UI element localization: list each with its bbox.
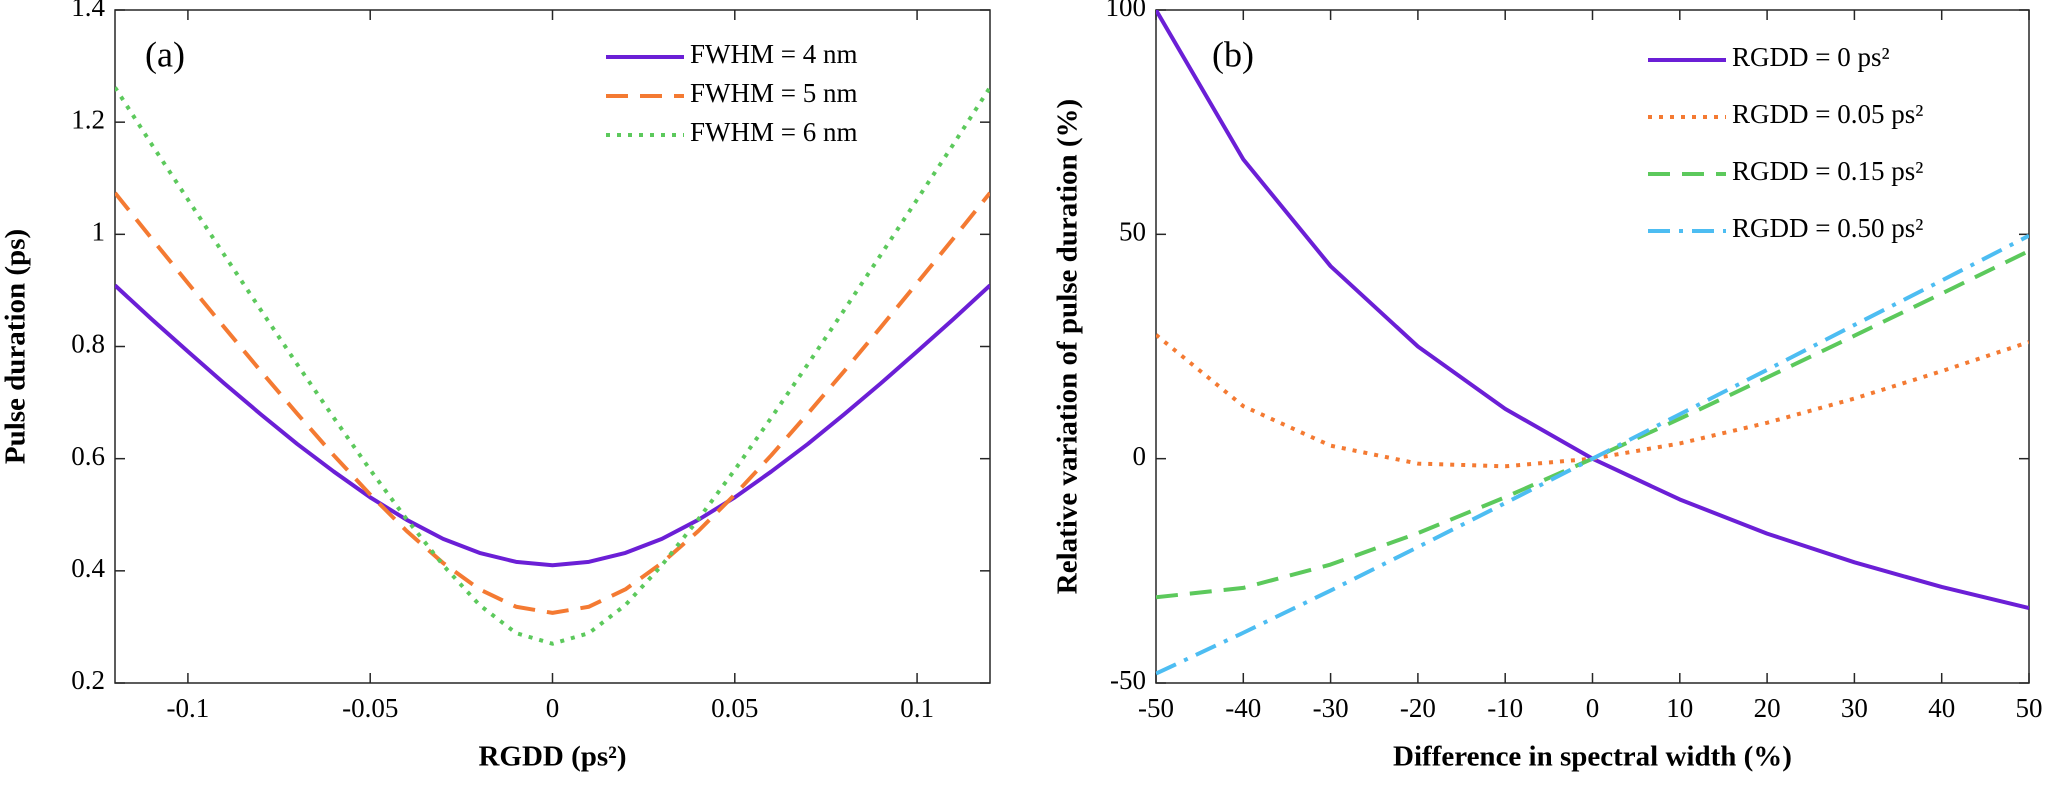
chart-panel: -0.1 -0.05 0 0.05 0.1 0.2 0.4 0.6 0.8 1 1.2 1.4 FWHM… bbox=[0, 0, 991, 773]
panel-label: (b) bbox=[1212, 34, 1254, 74]
x-axis-label: RGDD (ps²) bbox=[478, 741, 626, 773]
x-tick-label: -0.1 bbox=[167, 693, 210, 723]
legend: FWHM = 4 nm FWHM = 5 nm FWHM = 6 nm bbox=[606, 39, 857, 147]
y-tick-label: 0.8 bbox=[71, 329, 105, 359]
x-tick-label: -40 bbox=[1225, 693, 1261, 723]
legend: RGDD = 0 ps² RGDD = 0.05 ps² RGDD = 0.15 p… bbox=[1648, 42, 1923, 243]
legend-label: FWHM = 4 nm bbox=[690, 39, 857, 69]
y-tick-label: 1.2 bbox=[71, 104, 105, 134]
lines bbox=[115, 86, 990, 646]
y-tick-label: 1 bbox=[92, 217, 106, 247]
x-axis-label: Difference in spectral width (%) bbox=[1393, 741, 1792, 773]
panel-label: (a) bbox=[145, 34, 185, 74]
x-tick-label: 10 bbox=[1666, 693, 1693, 723]
y-axis-label: Pulse duration (ps) bbox=[0, 229, 32, 464]
y-tick-label: 0.2 bbox=[71, 665, 105, 695]
lines bbox=[1156, 10, 2029, 676]
x-tick-label: -20 bbox=[1400, 693, 1436, 723]
y-tick-label: -50 bbox=[1110, 665, 1146, 695]
x-tick-label: 0.05 bbox=[711, 693, 758, 723]
x-tick-label: 0.1 bbox=[900, 693, 934, 723]
y-tick-label: 0.6 bbox=[71, 441, 105, 471]
y-tick-label: 0.4 bbox=[71, 553, 105, 583]
series-line bbox=[1156, 233, 2029, 676]
y-tick-label: 50 bbox=[1119, 217, 1146, 247]
x-tick-label: 0 bbox=[546, 693, 560, 723]
series-line bbox=[1156, 333, 2029, 469]
series-line bbox=[115, 86, 990, 646]
legend-label: FWHM = 6 nm bbox=[690, 117, 857, 147]
legend-label: FWHM = 5 nm bbox=[690, 78, 857, 108]
plot-area bbox=[114, 9, 991, 684]
x-tick-label: -0.05 bbox=[342, 693, 398, 723]
legend-label: RGDD = 0.50 ps² bbox=[1732, 213, 1923, 243]
y-tick-label: 100 bbox=[1106, 0, 1147, 22]
chart-panel: -50 -40 -30 -20 -10 0 10 20 30 40 50 -50 0 50 100 RGDD … bbox=[1052, 0, 2043, 773]
legend-label: RGDD = 0.15 ps² bbox=[1732, 156, 1923, 186]
x-tick-label: -50 bbox=[1138, 693, 1174, 723]
x-tick-label: 20 bbox=[1754, 693, 1781, 723]
x-tick-label: -30 bbox=[1313, 693, 1349, 723]
x-tick-label: 30 bbox=[1841, 693, 1868, 723]
y-tick-label: 0 bbox=[1133, 441, 1147, 471]
x-tick-label: 40 bbox=[1928, 693, 1955, 723]
y-tick-label: 1.4 bbox=[71, 0, 105, 22]
y-axis-label: Relative variation of pulse duration (%) bbox=[1052, 99, 1084, 594]
series-line bbox=[115, 283, 990, 568]
x-tick-label: 0 bbox=[1586, 693, 1600, 723]
legend-label: RGDD = 0.05 ps² bbox=[1732, 99, 1923, 129]
series-line bbox=[115, 191, 990, 615]
x-tick-label: 50 bbox=[2016, 693, 2043, 723]
x-tick-label: -10 bbox=[1487, 693, 1523, 723]
legend-label: RGDD = 0 ps² bbox=[1732, 42, 1890, 72]
